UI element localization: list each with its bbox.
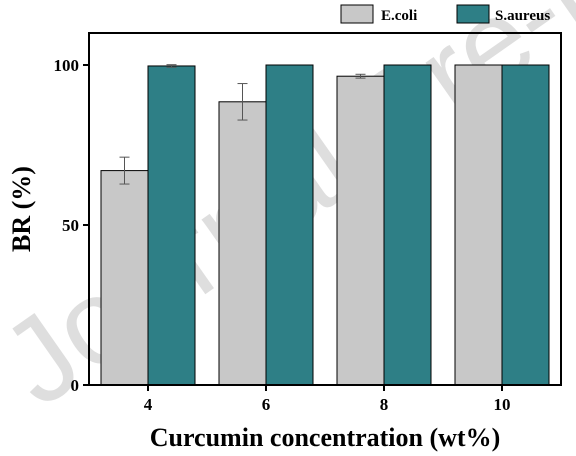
error-bars-group xyxy=(119,64,366,185)
bar-e-coli-10 xyxy=(454,64,503,386)
legend-swatch-ecoli xyxy=(340,4,374,24)
legend-swatch-saureus xyxy=(456,4,490,24)
y-axis-title: BR (%) xyxy=(7,166,36,252)
plot-frame xyxy=(88,32,562,386)
legend: E.coli S.aureus xyxy=(340,4,550,24)
bar-e-coli-8 xyxy=(336,75,385,386)
bar-s-aureus-10 xyxy=(501,64,550,386)
x-tick-label: 8 xyxy=(380,395,389,414)
error-bar-e-coli-4 xyxy=(119,156,130,185)
y-tick-label: 100 xyxy=(54,56,80,75)
y-tick-label: 50 xyxy=(62,216,79,235)
bar-e-coli-6 xyxy=(218,101,267,386)
legend-label-ecoli: E.coli xyxy=(381,8,417,24)
error-bar-e-coli-6 xyxy=(237,83,248,121)
x-tick-label: 10 xyxy=(494,395,511,414)
error-bar-e-coli-8 xyxy=(355,73,366,79)
bars-group xyxy=(100,64,550,386)
bar-s-aureus-4 xyxy=(147,65,196,386)
bar-e-coli-4 xyxy=(100,170,149,386)
x-axis-ticks: 4 6 8 10 xyxy=(144,385,511,414)
y-axis-ticks: 0 50 100 xyxy=(54,56,89,395)
bar-s-aureus-8 xyxy=(383,64,432,386)
error-bar-s-aureus-4 xyxy=(166,64,177,68)
x-axis-title: Curcumin concentration (wt%) xyxy=(150,423,500,452)
bar-s-aureus-6 xyxy=(265,64,314,386)
y-tick-label: 0 xyxy=(71,376,80,395)
x-tick-label: 6 xyxy=(262,395,271,414)
x-tick-label: 4 xyxy=(144,395,153,414)
legend-label-saureus: S.aureus xyxy=(495,8,550,24)
